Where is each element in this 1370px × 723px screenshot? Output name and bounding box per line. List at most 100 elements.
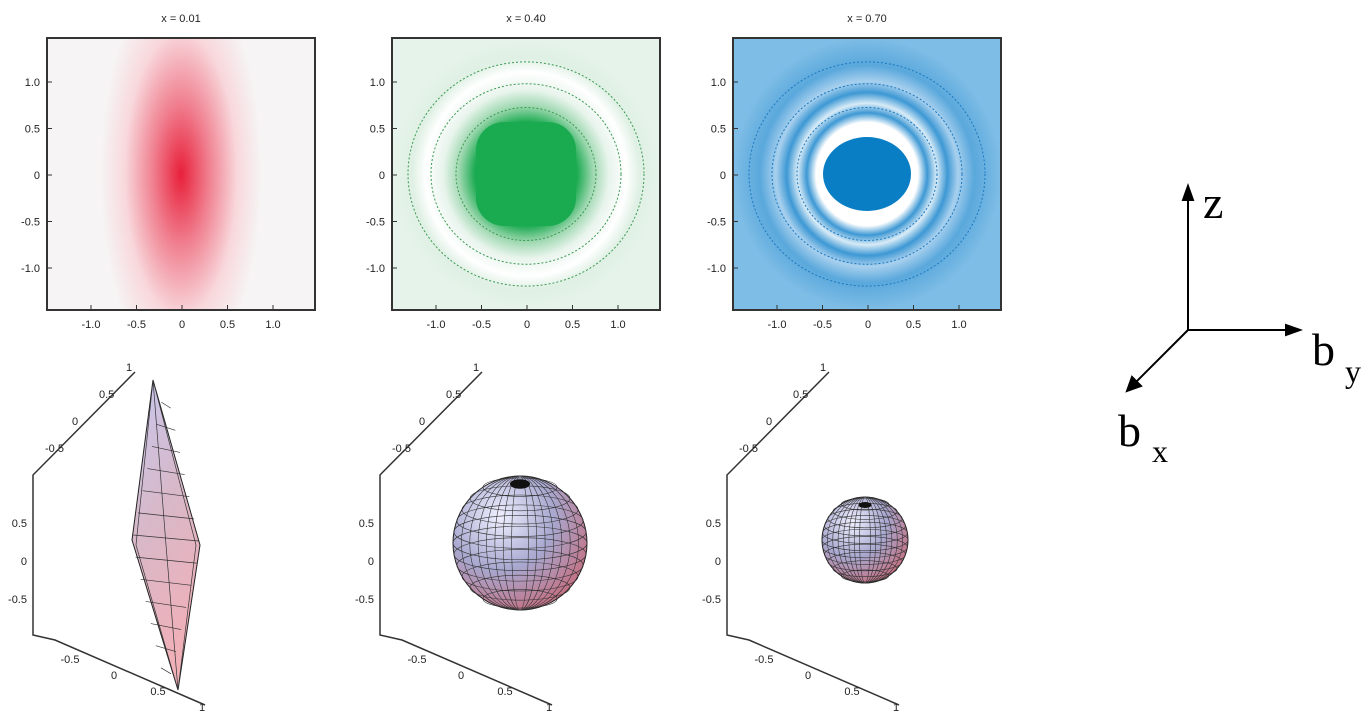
x-tick-label: -0.5 xyxy=(472,319,491,331)
arrowhead xyxy=(1181,183,1195,201)
bottom-tick-label: 0 xyxy=(111,670,117,682)
arrowhead xyxy=(1125,375,1143,393)
mesh-line xyxy=(822,536,908,559)
y-tick-label: -0.5 xyxy=(21,217,40,229)
y-tick-label: -1.0 xyxy=(707,263,726,275)
left-tick-label: -0.5 xyxy=(355,594,374,606)
mesh-line xyxy=(133,534,199,542)
mesh-line xyxy=(135,556,197,564)
mesh-line xyxy=(824,515,906,537)
top-tick-label: 1 xyxy=(820,362,826,374)
mesh-line xyxy=(452,525,588,561)
mesh-line xyxy=(160,667,172,675)
mesh-line xyxy=(456,504,584,537)
bx-label: b xyxy=(1118,405,1141,456)
density-panel: x = 0.70 1.0 0.5 0 -0.5 -1.0 -1.0 -0.5 0 0.5 1.0 xyxy=(707,13,1002,331)
mesh-line xyxy=(482,589,558,609)
density-panel: x = 0.40 1.0 0.5 0 -0.5 -1.0 -1.0 -0.5 0 0.5 1.0 xyxy=(366,13,661,331)
x-tick-label: 0.5 xyxy=(565,319,580,331)
x-tick-label: -1.0 xyxy=(82,319,101,331)
mesh-line xyxy=(152,379,179,691)
arrowhead xyxy=(1285,323,1303,337)
mesh-line xyxy=(152,379,197,691)
surface-panel: -0.5 0 0.5 1 0.5 0 -0.5 -0.5 0 0.5 1 xyxy=(8,362,206,714)
contour xyxy=(771,83,963,265)
mesh-line xyxy=(827,551,903,572)
y-tick-label: 1.0 xyxy=(370,77,385,89)
mesh-line xyxy=(140,578,192,586)
surface-panel: -0.5 0 0.5 1 0.5 0 -0.5 -0.5 0 0.5 1 xyxy=(702,362,909,714)
y-tick-label: 1.0 xyxy=(25,77,40,89)
bottom-tick-label: -0.5 xyxy=(61,654,80,666)
core xyxy=(476,122,576,226)
left-tick-label: -0.5 xyxy=(8,594,27,606)
mesh-line xyxy=(840,497,890,511)
top-tick-label: 1 xyxy=(473,362,479,374)
y-tick-label: 0.5 xyxy=(25,124,40,136)
bottom-tick-label: 0 xyxy=(458,670,464,682)
contour xyxy=(455,107,597,241)
mesh-line xyxy=(482,477,558,497)
top-tick-label: 0.5 xyxy=(446,389,461,401)
left-tick-label: 0 xyxy=(21,556,27,568)
x-tick-label: -1.0 xyxy=(427,319,446,331)
mesh-line xyxy=(142,490,190,498)
top-tick-label: 0.5 xyxy=(793,389,808,401)
left-tick-label: 0.5 xyxy=(359,518,374,530)
axis-diagram xyxy=(1125,183,1303,393)
bx-subscript: x xyxy=(1152,433,1168,469)
mesh-line xyxy=(461,494,579,525)
bottom-tick-label: 1 xyxy=(199,702,205,714)
contour xyxy=(796,107,938,241)
mesh-line xyxy=(161,401,171,409)
x-tick-label: -0.5 xyxy=(127,319,146,331)
bx-arrow xyxy=(1133,329,1189,385)
x-tick-label: 1.0 xyxy=(951,319,966,331)
bottom-tick-label: 1 xyxy=(893,702,899,714)
mesh-line xyxy=(151,446,181,453)
panel-title: x = 0.70 xyxy=(847,13,886,25)
x-tick-label: 0.5 xyxy=(220,319,235,331)
top-tick-label: 0 xyxy=(72,416,78,428)
core xyxy=(823,137,911,211)
x-tick-label: 0 xyxy=(865,319,871,331)
box-edge xyxy=(32,371,206,706)
y-tick-label: 0.5 xyxy=(370,124,385,136)
mesh-line xyxy=(135,379,179,691)
mesh-line xyxy=(827,508,903,529)
mesh-line xyxy=(453,515,587,549)
mesh-line xyxy=(840,569,890,583)
contour xyxy=(430,83,622,265)
left-tick-label: 0 xyxy=(368,556,374,568)
bottom-tick-label: 0.5 xyxy=(844,686,859,698)
top-tick-label: -0.5 xyxy=(392,443,411,455)
top-tick-label: -0.5 xyxy=(739,443,758,455)
mesh-line xyxy=(137,512,195,520)
x-tick-label: 0.5 xyxy=(906,319,921,331)
y-tick-label: -0.5 xyxy=(366,217,385,229)
y-tick-label: 0.5 xyxy=(711,124,726,136)
left-tick-label: 0.5 xyxy=(706,518,721,530)
mesh-line xyxy=(832,560,898,577)
bottom-tick-label: -0.5 xyxy=(408,654,427,666)
pole xyxy=(858,501,872,509)
mesh-line xyxy=(822,521,908,544)
bottom-tick-label: -0.5 xyxy=(755,654,774,666)
surface-panel: -0.5 0 0.5 1 0.5 0 -0.5 -0.5 0 0.5 1 xyxy=(355,362,588,714)
mesh-line xyxy=(461,561,579,592)
plot-area xyxy=(46,37,316,311)
box-edge xyxy=(726,371,900,706)
top-tick-label: -0.5 xyxy=(45,443,64,455)
bottom-tick-label: 0.5 xyxy=(150,686,165,698)
y-tick-label: -0.5 xyxy=(707,217,726,229)
bottom-tick-label: 0 xyxy=(805,670,811,682)
x-tick-label: -0.5 xyxy=(813,319,832,331)
panel-title: x = 0.40 xyxy=(506,13,545,25)
mesh-line xyxy=(821,528,909,552)
top-tick-label: 0.5 xyxy=(99,389,114,401)
mesh-line xyxy=(461,475,579,611)
by-subscript: y xyxy=(1345,353,1361,389)
mesh-line xyxy=(824,543,906,565)
